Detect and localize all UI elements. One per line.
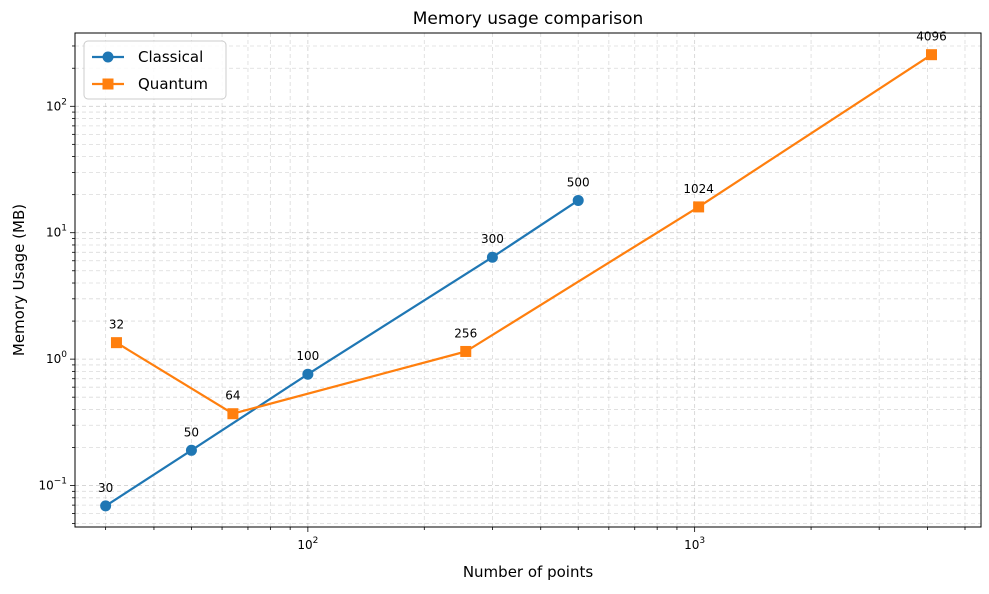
classical-point-label: 30 bbox=[98, 481, 113, 495]
classical-point-label: 500 bbox=[567, 175, 590, 189]
legend-label: Classical bbox=[138, 48, 203, 66]
quantum-point bbox=[110, 337, 122, 349]
legend: Classical Quantum bbox=[83, 40, 227, 100]
quantum-point bbox=[460, 345, 472, 357]
x-tick-label-exponent: 2 bbox=[313, 536, 319, 546]
quantum-point-label: 32 bbox=[109, 318, 124, 332]
quantum-line bbox=[115, 53, 933, 415]
quantum-point-label: 1024 bbox=[683, 182, 714, 196]
x-tick-label-base: 10 bbox=[684, 538, 699, 552]
quantum-point-label: 64 bbox=[225, 389, 240, 403]
y-tick-label-base: 10 bbox=[46, 99, 61, 113]
series-quantum: 32 64 256 1024 4096 bbox=[109, 30, 947, 420]
x-tick-label: 102 bbox=[297, 536, 318, 552]
classical-point bbox=[185, 444, 197, 456]
classical-point bbox=[572, 194, 584, 206]
legend-item-classical: Classical bbox=[92, 48, 203, 66]
plot-frame bbox=[74, 32, 982, 528]
legend-label: Quantum bbox=[138, 75, 208, 93]
y-tick-label-exponent: 2 bbox=[61, 97, 67, 107]
y-tick-label: 102 bbox=[46, 97, 67, 113]
chart-title: Memory usage comparison bbox=[413, 9, 644, 29]
quantum-point-label: 4096 bbox=[916, 30, 947, 44]
grid bbox=[75, 33, 981, 527]
classical-point-label: 50 bbox=[184, 425, 199, 439]
y-tick-label-base: 10 bbox=[46, 352, 61, 366]
y-tick-label: 10−1 bbox=[38, 477, 67, 493]
x-axis-label: Number of points bbox=[463, 563, 594, 581]
legend-marker bbox=[102, 51, 114, 63]
series-classical: 30 50 100 300 500 bbox=[98, 175, 590, 512]
y-tick-label: 101 bbox=[46, 224, 67, 240]
classical-point bbox=[100, 500, 112, 512]
quantum-point bbox=[925, 49, 937, 61]
classical-point bbox=[302, 368, 314, 380]
quantum-point bbox=[693, 201, 705, 213]
x-tick-label: 103 bbox=[684, 536, 705, 552]
y-tick-label-base: 10 bbox=[38, 479, 53, 493]
y-tick-label: 100 bbox=[46, 350, 67, 366]
series-layer: 30 50 100 300 500 32 64 256 1024 4096 bbox=[98, 30, 947, 512]
x-tick-label-base: 10 bbox=[297, 538, 312, 552]
legend-item-quantum: Quantum bbox=[92, 75, 208, 93]
classical-line bbox=[105, 199, 579, 507]
x-tick-label-exponent: 3 bbox=[699, 536, 705, 546]
quantum-point bbox=[227, 408, 239, 420]
y-tick-label-base: 10 bbox=[46, 226, 61, 240]
quantum-point-label: 256 bbox=[454, 326, 477, 340]
y-tick-label-exponent: −1 bbox=[54, 477, 67, 487]
classical-point-label: 300 bbox=[481, 232, 504, 246]
classical-point bbox=[486, 251, 498, 263]
classical-point-label: 100 bbox=[296, 349, 319, 363]
y-tick-label-exponent: 0 bbox=[61, 350, 67, 360]
y-axis-label: Memory Usage (MB) bbox=[10, 204, 28, 356]
legend-marker bbox=[102, 78, 114, 90]
y-tick-label-exponent: 1 bbox=[61, 224, 67, 234]
